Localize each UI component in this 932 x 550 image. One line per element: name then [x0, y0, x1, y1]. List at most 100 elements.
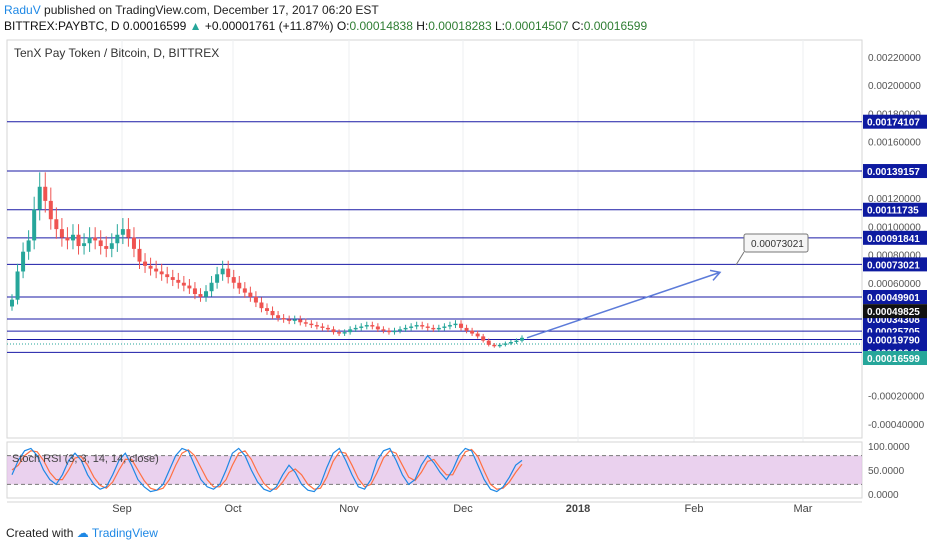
- stoch-d-line: [11, 448, 523, 491]
- level-label: 0.00010649: [867, 348, 920, 359]
- change-value: +0.00001761 (+11.87%): [204, 19, 334, 33]
- level-label-box: [863, 324, 927, 339]
- candle-body: [192, 288, 197, 295]
- candle-body: [10, 299, 14, 307]
- level-label-box: [863, 114, 927, 129]
- stoch-y-tick: 50.0000: [868, 466, 905, 477]
- candle-body: [359, 326, 364, 328]
- candle-body: [420, 325, 425, 327]
- last-price-label-box: [863, 351, 927, 366]
- candle-body: [470, 330, 475, 334]
- candle-body: [431, 327, 436, 330]
- open-label: O:: [336, 19, 350, 33]
- candle-body: [520, 337, 524, 341]
- candle-body: [403, 327, 408, 330]
- x-tick-label: Nov: [339, 503, 359, 515]
- candle-body: [70, 234, 75, 241]
- y-tick-label: 0.00060000: [868, 279, 921, 290]
- candle-body: [442, 326, 447, 328]
- candle-body: [303, 322, 308, 324]
- level-label: 0.00139157: [867, 167, 920, 178]
- candle-body: [309, 323, 314, 326]
- stoch-band: [7, 455, 862, 485]
- level-label: 0.00034308: [867, 315, 920, 326]
- candle-body: [375, 326, 380, 330]
- chart-title: TenX Pay Token / Bitcoin, D, BITTREX: [14, 46, 219, 60]
- candle-body: [331, 329, 336, 333]
- y-tick-label: 0.00220000: [868, 53, 921, 64]
- candle-body: [165, 274, 170, 278]
- candle-body: [381, 329, 386, 331]
- y-tick-label: 0.00120000: [868, 194, 921, 205]
- candle-body: [409, 326, 414, 328]
- created-with-text: Created with: [6, 526, 74, 540]
- level-label-box: [863, 202, 927, 217]
- level-label: 0.00073021: [867, 260, 920, 271]
- high-value: 0.00018283: [428, 19, 492, 33]
- candle-body: [170, 277, 175, 280]
- candle-body: [37, 186, 42, 210]
- candle-body: [115, 234, 120, 244]
- candle-body: [265, 308, 269, 311]
- tradingview-brand-link[interactable]: TradingView: [91, 526, 158, 540]
- candle-body: [342, 332, 347, 334]
- candle-body: [237, 282, 242, 289]
- author-link[interactable]: RaduV: [4, 3, 41, 17]
- level-label-box: [863, 345, 927, 360]
- crosshair-label-box: [863, 304, 927, 319]
- candle-body: [253, 296, 258, 303]
- candle-body: [82, 243, 87, 247]
- candle-body: [276, 315, 281, 319]
- candle-body: [76, 234, 81, 247]
- candle-body: [48, 200, 53, 220]
- candle-body: [497, 344, 502, 347]
- candle-body: [93, 237, 98, 241]
- level-label-box: [863, 257, 927, 272]
- close-value: 0.00016599: [122, 19, 187, 33]
- candle-body: [503, 343, 508, 345]
- y-tick-label: 0.00160000: [868, 138, 921, 149]
- candle-body: [364, 325, 369, 327]
- candle-body: [215, 274, 220, 283]
- level-label-box: [863, 290, 927, 305]
- candle-body: [131, 237, 136, 249]
- y-tick-label: 0.00100000: [868, 222, 921, 233]
- candle-body: [475, 333, 480, 337]
- candle-body: [59, 229, 64, 238]
- candle-body: [104, 246, 109, 249]
- close-value-2: 0.00016599: [583, 19, 648, 33]
- candle-body: [231, 277, 236, 283]
- candle-body: [26, 240, 31, 252]
- candle-body: [126, 229, 131, 238]
- candle-body: [176, 279, 181, 283]
- level-label: 0.00019790: [867, 336, 920, 347]
- x-tick-label: Mar: [794, 503, 813, 515]
- footer: Created with ☁ TradingView: [6, 526, 158, 540]
- low-label: L:: [494, 19, 505, 33]
- projection-callout-box: [743, 233, 809, 253]
- candle-body: [287, 319, 292, 321]
- candle-body: [508, 342, 513, 344]
- crosshair-label: 0.00049825: [867, 307, 920, 318]
- candle-body: [242, 288, 247, 293]
- x-tick-label: Feb: [685, 503, 704, 515]
- stoch-y-tick: 0.0000: [868, 490, 899, 501]
- level-label: 0.00111735: [867, 206, 919, 217]
- stoch-k-line: [11, 447, 523, 493]
- y-tick-label: -0.00020000: [868, 392, 925, 403]
- candle-body: [154, 268, 159, 272]
- level-label-box: [863, 312, 927, 327]
- candle-body: [54, 219, 59, 230]
- y-tick-label: 0.00180000: [868, 109, 921, 120]
- up-arrow-icon: ▲: [189, 19, 202, 33]
- candle-body: [137, 248, 142, 262]
- candle-body: [353, 327, 358, 330]
- high-label: H:: [416, 19, 429, 33]
- level-label: 0.00049901: [867, 293, 920, 304]
- x-tick-label: Sep: [112, 503, 132, 515]
- level-label: 0.00091841: [867, 234, 920, 245]
- candle-body: [65, 237, 70, 241]
- level-label-box: [863, 164, 927, 179]
- x-tick-label: Oct: [224, 503, 241, 515]
